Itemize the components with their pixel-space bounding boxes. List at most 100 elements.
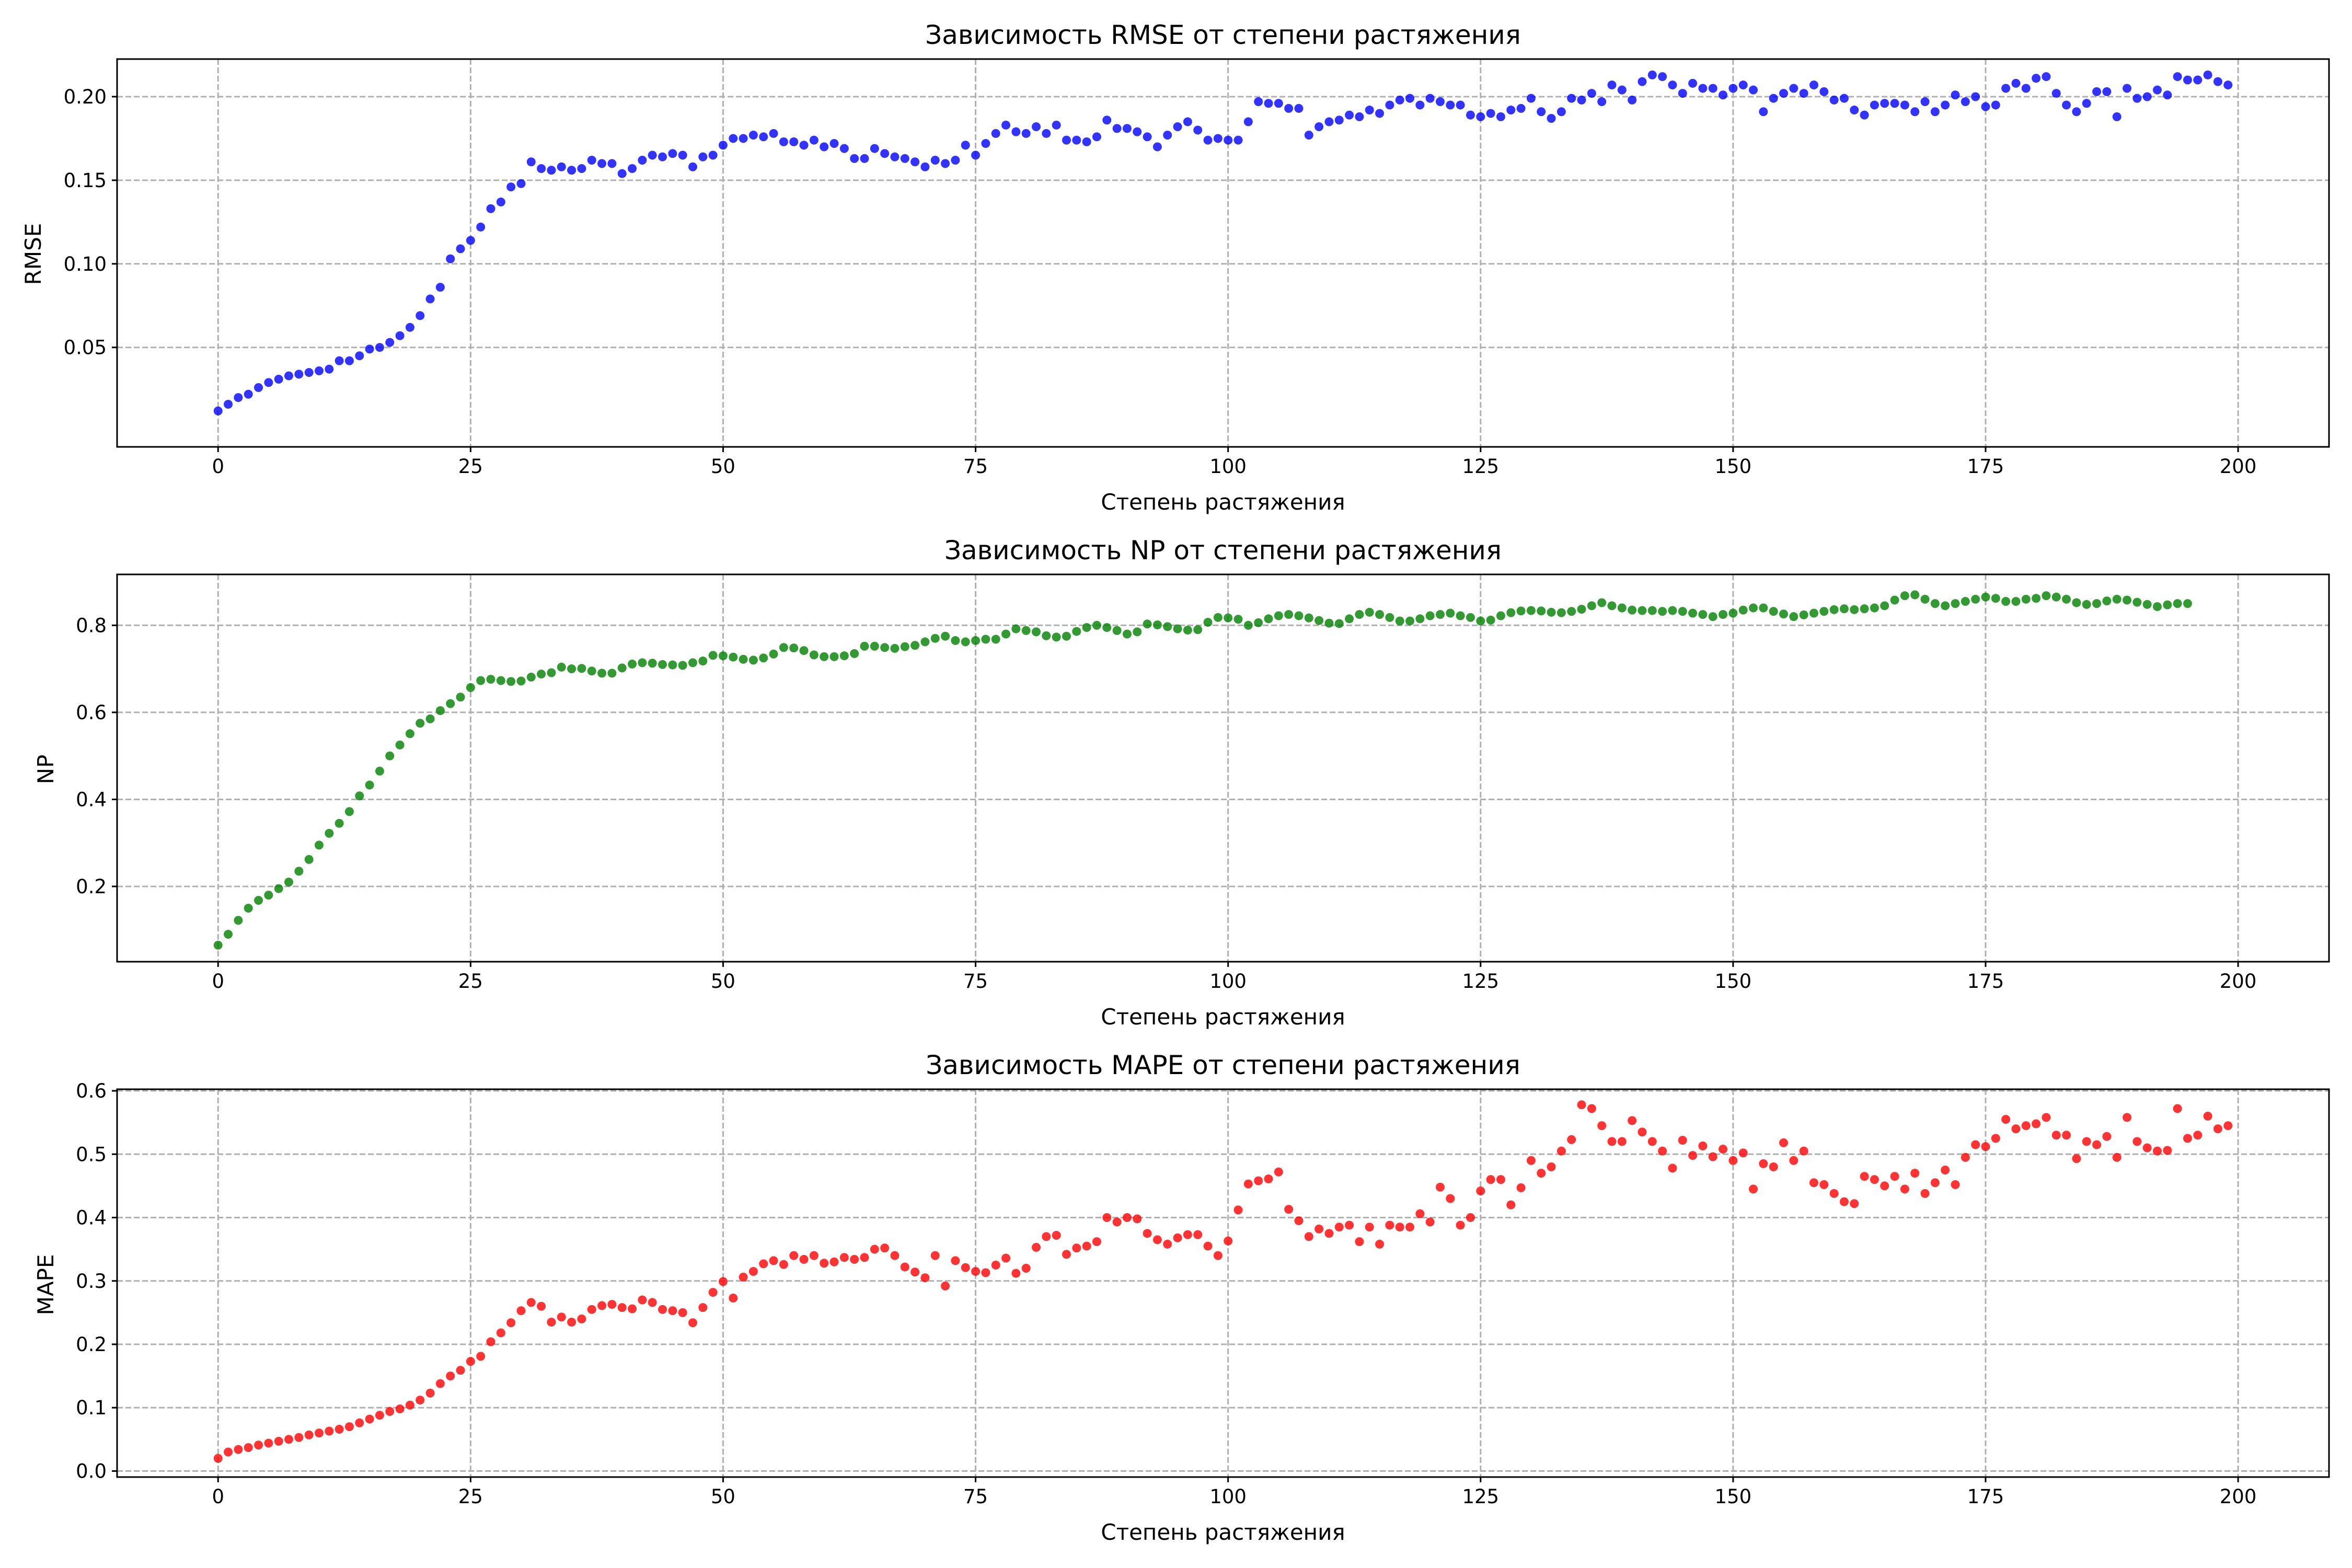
np-data-point (254, 896, 263, 905)
mape-data-point (1315, 1224, 1324, 1233)
mape-y-tick-label: 0.1 (76, 1397, 107, 1419)
mape-data-point (1496, 1175, 1505, 1184)
np-data-point (1456, 611, 1465, 620)
rmse-data-point (1122, 124, 1132, 133)
np-data-point (375, 766, 384, 776)
np-data-point (1466, 613, 1475, 622)
np-data-point (1233, 615, 1243, 624)
mape-data-point (1678, 1136, 1687, 1145)
rmse-data-point (1749, 85, 1758, 95)
rmse-data-point (1698, 84, 1708, 93)
mape-data-point (1173, 1233, 1182, 1242)
mape-data-point (2112, 1152, 2122, 1162)
mape-data-point (2042, 1113, 2051, 1122)
np-data-point (1032, 627, 1041, 637)
mape-chart-title: Зависимость MAPE от степени растяжения (926, 1050, 1520, 1080)
mape-data-point (2062, 1131, 2071, 1140)
mape-data-point (1476, 1186, 1485, 1196)
np-data-point (607, 668, 617, 678)
np-data-point (1647, 606, 1657, 615)
mape-data-point (1274, 1167, 1283, 1177)
np-data-point (1537, 606, 1546, 616)
rmse-data-point (941, 159, 950, 168)
rmse-data-point (1516, 103, 1526, 113)
np-data-point (1173, 624, 1182, 633)
np-y-axis-label: NP (33, 755, 59, 785)
np-data-point (1567, 607, 1576, 616)
mape-data-point (1133, 1214, 1142, 1224)
mape-data-point (1880, 1181, 1889, 1191)
np-data-point (325, 828, 334, 838)
rmse-x-tick-label: 125 (1462, 455, 1499, 478)
np-data-point (729, 652, 738, 662)
np-data-point (769, 649, 778, 659)
rmse-data-point (1506, 106, 1516, 115)
mape-data-point (2142, 1143, 2152, 1152)
rmse-data-point (1971, 92, 1980, 101)
np-data-point (1193, 625, 1203, 635)
rmse-data-point (1425, 94, 1435, 103)
np-data-point (526, 672, 536, 682)
rmse-data-point (1324, 117, 1334, 126)
np-data-point (1819, 607, 1829, 616)
rmse-data-point (920, 162, 930, 171)
np-data-point (597, 668, 607, 678)
rmse-data-point (1991, 100, 2000, 110)
np-data-point (466, 683, 475, 692)
np-data-point (1799, 610, 1808, 619)
mape-data-point (1243, 1179, 1253, 1189)
rmse-data-point (809, 135, 818, 145)
mape-x-tick-label: 0 (212, 1485, 224, 1508)
mape-data-point (1163, 1239, 1172, 1249)
rmse-data-point (1668, 80, 1677, 90)
mape-data-point (1607, 1137, 1617, 1146)
rmse-data-point (1809, 80, 1818, 90)
rmse-data-point (1799, 89, 1808, 98)
mape-data-point (567, 1318, 577, 1327)
mape-data-point (2203, 1112, 2212, 1121)
np-data-point (880, 643, 890, 652)
mape-data-point (496, 1328, 505, 1338)
np-data-point (1961, 597, 1970, 606)
mape-data-point (587, 1305, 596, 1314)
rmse-data-point (1597, 97, 1607, 107)
mape-data-point (1526, 1156, 1536, 1165)
rmse-data-point (1021, 129, 1031, 138)
rmse-data-point (1860, 110, 1869, 120)
np-data-point (1082, 623, 1091, 632)
rmse-data-point (1193, 125, 1203, 135)
rmse-x-tick-label: 150 (1715, 455, 1752, 478)
mape-data-point (385, 1407, 395, 1416)
mape-data-point (1375, 1239, 1385, 1249)
np-y-tick-label: 0.8 (76, 614, 107, 637)
rmse-data-point (244, 389, 253, 399)
rmse-data-point (1112, 124, 1122, 133)
rmse-data-point (2062, 100, 2071, 110)
mape-data-point (628, 1304, 637, 1313)
np-data-point (1446, 608, 1455, 618)
np-data-point (1991, 594, 2000, 603)
mape-data-point (1183, 1230, 1192, 1239)
np-data-point (708, 651, 718, 660)
mape-data-point (375, 1411, 384, 1420)
rmse-data-point (829, 139, 839, 148)
rmse-data-point (1224, 135, 1233, 145)
rmse-data-point (2173, 72, 2182, 82)
mape-data-point (1930, 1178, 1940, 1187)
mape-data-point (1042, 1232, 1051, 1241)
np-data-point (416, 719, 425, 728)
np-data-point (496, 676, 505, 685)
mape-data-point (900, 1262, 909, 1272)
mape-data-point (1021, 1264, 1031, 1273)
np-data-point (1001, 629, 1011, 639)
rmse-data-point (1789, 84, 1798, 93)
rmse-data-point (1941, 100, 1950, 110)
rmse-data-point (1728, 84, 1738, 93)
rmse-data-point (1769, 94, 1778, 103)
np-data-point (920, 637, 930, 647)
np-data-point (1728, 608, 1738, 618)
rmse-data-point (678, 151, 687, 160)
rmse-data-point (839, 144, 849, 153)
mape-data-point (1334, 1223, 1344, 1232)
rmse-data-point (1839, 94, 1849, 103)
